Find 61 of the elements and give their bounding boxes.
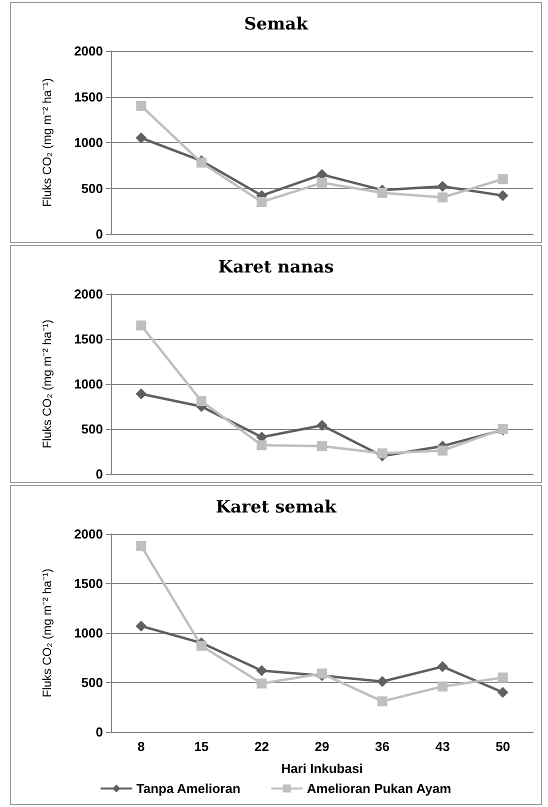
point <box>377 448 388 458</box>
y-tick-label: 1500 <box>74 332 103 346</box>
y-tick-label: 500 <box>81 422 103 436</box>
point <box>316 420 328 431</box>
x-tick-label: 36 <box>375 739 390 754</box>
y-tick-label: 2000 <box>74 286 103 302</box>
point <box>317 668 327 679</box>
chart-title: Semak <box>244 14 310 34</box>
y-tick-label: 0 <box>96 226 103 242</box>
point <box>256 678 267 688</box>
chart-title: Karet nanas <box>218 258 334 278</box>
y-tick-label: 500 <box>81 675 103 690</box>
point <box>256 196 267 207</box>
y-tick-label: 1500 <box>74 576 103 591</box>
y-tick-label: 1000 <box>74 626 103 640</box>
point <box>497 190 508 202</box>
y-tick-label: 1000 <box>74 376 103 392</box>
point <box>438 681 448 692</box>
point <box>196 158 206 168</box>
point <box>196 396 206 406</box>
legend-label: Tanpa Amelioran <box>136 781 240 796</box>
legend-label: Amelioran Pukan Ayam <box>306 781 452 796</box>
point <box>136 388 147 400</box>
point <box>438 192 448 202</box>
y-axis-title: Fluks CO₂ (mg m⁻² ha⁻¹) <box>40 568 54 698</box>
y-tick-label: 500 <box>81 180 103 196</box>
point <box>497 686 508 698</box>
x-tick-label: 15 <box>194 739 209 754</box>
point <box>136 100 146 111</box>
x-tick-label: 43 <box>435 739 450 754</box>
x-tick-label: 8 <box>138 739 145 754</box>
point <box>438 446 448 456</box>
point <box>136 620 147 632</box>
point <box>317 441 327 452</box>
chart-title: Karet semak <box>216 498 338 518</box>
y-tick-label: 0 <box>96 724 103 740</box>
point <box>196 640 206 651</box>
y-tick-label: 2000 <box>74 44 103 58</box>
point <box>136 320 146 330</box>
x-tick-label: 29 <box>314 739 330 754</box>
point <box>256 665 268 676</box>
y-tick-label: 2000 <box>74 526 103 542</box>
point <box>136 132 147 144</box>
point <box>136 540 146 551</box>
point <box>437 180 448 192</box>
point <box>437 661 448 672</box>
x-tick-label: 22 <box>254 739 269 754</box>
x-axis-title: Hari Inkubasi <box>281 761 363 776</box>
point <box>498 174 508 184</box>
point <box>376 676 388 688</box>
y-tick-label: 1500 <box>74 89 103 104</box>
point <box>377 696 388 706</box>
point <box>498 672 508 683</box>
y-axis-title: Fluks CO₂ (mg m⁻² ha⁻¹) <box>40 320 54 448</box>
x-tick-label: 50 <box>496 739 510 754</box>
point <box>256 440 267 450</box>
y-axis-title: Fluks CO₂ (mg m⁻² ha⁻¹) <box>40 78 54 207</box>
point <box>317 178 327 188</box>
point <box>377 188 388 198</box>
y-tick-label: 0 <box>96 466 103 482</box>
y-tick-label: 1000 <box>74 135 103 150</box>
